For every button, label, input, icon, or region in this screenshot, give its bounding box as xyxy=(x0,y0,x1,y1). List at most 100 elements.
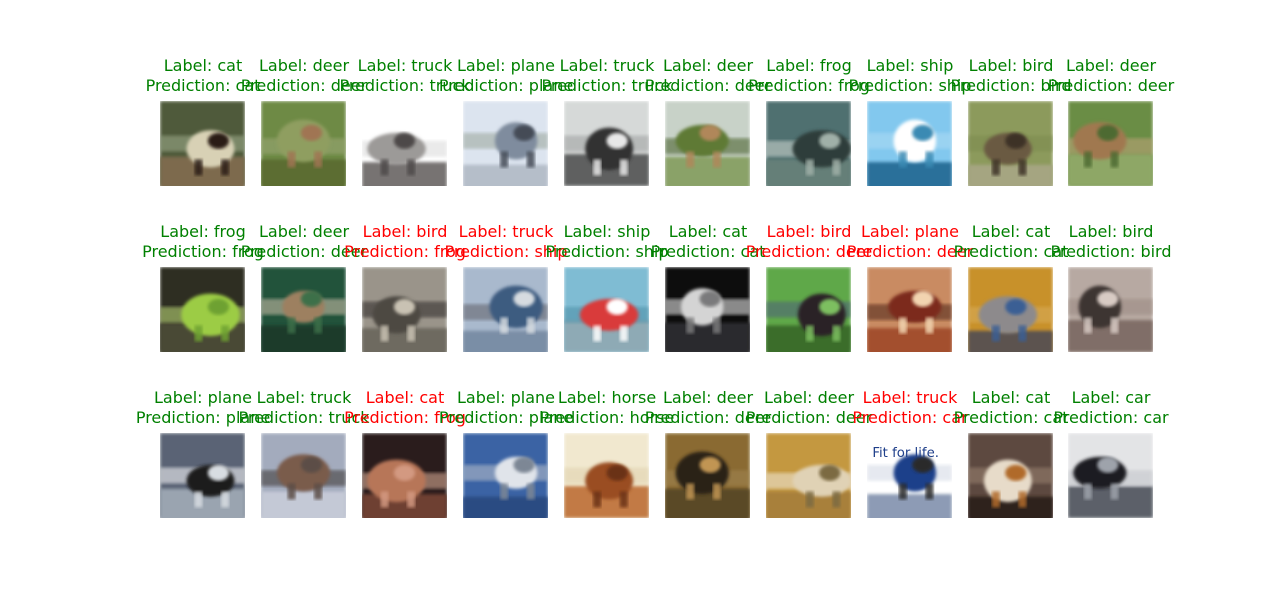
deer-lying-image xyxy=(766,433,851,518)
predicted-label: Prediction: cat xyxy=(650,242,766,261)
thumbnail-image xyxy=(968,267,1053,352)
predicted-label: Prediction: plane xyxy=(438,408,574,427)
predicted-label: Prediction: frog xyxy=(344,242,466,261)
predicted-label: Prediction: cat xyxy=(953,408,1069,427)
true-label: Label: cat xyxy=(668,222,748,241)
predicted-label: Prediction: deer xyxy=(745,242,873,261)
thumbnail-image xyxy=(1068,267,1153,352)
predicted-label: Prediction: ship xyxy=(444,242,568,261)
sample-cell: Label: deer Prediction: deer xyxy=(645,388,771,538)
true-label: Label: cat xyxy=(163,56,243,75)
sample-cell: Label: bird Prediction: deer xyxy=(746,222,872,372)
true-label: Label: cat xyxy=(971,222,1051,241)
thumbnail-image xyxy=(261,101,346,186)
predicted-label: Prediction: deer xyxy=(745,408,873,427)
sample-cell: Label: cat Prediction: cat xyxy=(954,222,1068,372)
thumbnail-image xyxy=(1068,101,1153,186)
airliner-on-runway-image xyxy=(463,101,548,186)
sample-cell: Label: frog Prediction: frog xyxy=(748,56,870,206)
planes-at-airport-image xyxy=(463,433,548,518)
true-label: Label: bird xyxy=(362,222,448,241)
deer-in-grass-image xyxy=(261,101,346,186)
sample-cell: Label: deer Prediction: deer xyxy=(241,222,367,372)
predicted-label: Prediction: ship xyxy=(545,242,669,261)
sample-cell: Label: cat Prediction: cat xyxy=(651,222,765,372)
thumbnail-image xyxy=(160,433,245,518)
thumbnail-image xyxy=(766,433,851,518)
thumbnail-image xyxy=(766,101,851,186)
true-label: Label: cat xyxy=(971,388,1051,407)
sign-text: Fit for life. xyxy=(872,446,939,461)
thumbnail-image xyxy=(463,101,548,186)
sample-cell: Label: bird Prediction: bird xyxy=(1050,222,1172,372)
thumbnail-image xyxy=(1068,433,1153,518)
sample-cell: Label: car Prediction: car xyxy=(1053,388,1169,538)
sample-cell: Label: plane Prediction: deer xyxy=(847,222,973,372)
bird-on-gravel-image xyxy=(362,267,447,352)
thumbnail-image xyxy=(867,267,952,352)
sample-cell: Label: bird Prediction: frog xyxy=(344,222,466,372)
predicted-label: Prediction: frog xyxy=(748,76,870,95)
white-cat-dark-image xyxy=(665,267,750,352)
sample-cell: Label: truck Prediction: truck xyxy=(339,56,471,206)
true-label: Label: frog xyxy=(766,56,852,75)
deer-in-reeds-image xyxy=(665,101,750,186)
true-label: Label: plane xyxy=(153,388,253,407)
true-label: Label: deer xyxy=(662,388,754,407)
sample-cell: Label: frog Prediction: frog xyxy=(142,222,264,372)
predicted-label: Prediction: deer xyxy=(846,242,974,261)
sample-cell: Label: plane Prediction: plane xyxy=(136,388,270,538)
cat-lying-image xyxy=(968,433,1053,518)
sample-cell: Label: truck Prediction: truck xyxy=(238,388,370,538)
sample-cell: Label: truck Prediction: ship xyxy=(444,222,568,372)
predicted-label: Prediction: deer xyxy=(644,76,772,95)
predicted-label: Prediction: frog xyxy=(344,408,466,427)
true-label: Label: plane xyxy=(456,388,556,407)
predicted-label: Prediction: car xyxy=(852,408,968,427)
brown-horse-image xyxy=(564,433,649,518)
tow-truck-image xyxy=(362,101,447,186)
thumbnail-image xyxy=(261,267,346,352)
sample-cell: Label: cat Prediction: cat xyxy=(954,388,1068,538)
thumbnail-image xyxy=(665,433,750,518)
true-label: Label: truck xyxy=(357,56,453,75)
thumbnail-image xyxy=(564,267,649,352)
true-label: Label: bird xyxy=(968,56,1054,75)
sample-cell: Label: horse Prediction: horse xyxy=(540,388,674,538)
sample-cell: Label: bird Prediction: bird xyxy=(950,56,1072,206)
sample-cell: Label: ship Prediction: ship xyxy=(848,56,972,206)
thumbnail-image: Fit for life. xyxy=(867,433,952,518)
thumbnail-image xyxy=(160,267,245,352)
blue-truck-image xyxy=(463,267,548,352)
true-label: Label: cat xyxy=(365,388,445,407)
true-label: Label: bird xyxy=(766,222,852,241)
thumbnail-image xyxy=(867,101,952,186)
thumbnail-image xyxy=(362,267,447,352)
fit-for-life-truck-image: Fit for life. xyxy=(867,433,952,518)
sample-cell: Label: cat Prediction: frog xyxy=(344,388,466,538)
predicted-label: Prediction: deer xyxy=(240,242,368,261)
true-label: Label: plane xyxy=(860,222,960,241)
true-label: Label: deer xyxy=(258,56,350,75)
thumbnail-image xyxy=(665,101,750,186)
sample-cell: Label: ship Prediction: ship xyxy=(545,222,669,372)
thumbnail-image xyxy=(665,267,750,352)
true-label: Label: deer xyxy=(662,56,754,75)
predicted-label: Prediction: truck xyxy=(541,76,673,95)
thumbnail-image xyxy=(160,101,245,186)
red-ship-image xyxy=(564,267,649,352)
ostrich-image xyxy=(1068,267,1153,352)
box-truck-image xyxy=(564,101,649,186)
thumbnail-image xyxy=(362,433,447,518)
true-label: Label: frog xyxy=(160,222,246,241)
sample-cell: Label: deer Prediction: deer xyxy=(241,56,367,206)
deer-autumn-image xyxy=(665,433,750,518)
true-label: Label: truck xyxy=(256,388,352,407)
deer-forest-image xyxy=(261,267,346,352)
predicted-label: Prediction: frog xyxy=(142,242,264,261)
thumbnail-image xyxy=(564,433,649,518)
black-bird-grass-image xyxy=(766,267,851,352)
predicted-label: Prediction: plane xyxy=(135,408,271,427)
true-label: Label: deer xyxy=(1065,56,1157,75)
